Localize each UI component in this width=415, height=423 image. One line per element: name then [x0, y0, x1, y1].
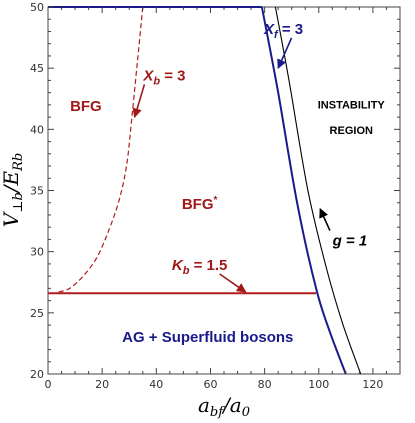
- y-tick-label: 40: [30, 123, 44, 136]
- x-tick-label: 100: [308, 378, 329, 391]
- y-tick-label: 50: [30, 1, 44, 14]
- region-label-bfg: BFG: [70, 98, 102, 115]
- arrow-k-b-1-5: [219, 273, 247, 293]
- y-tick-label: 35: [30, 185, 44, 198]
- annotation-g-1: g = 1: [332, 233, 368, 250]
- region-label-ag-superfluid-bosons: AG + Superfluid bosons: [122, 329, 293, 346]
- curve-x-f-3: [260, 6, 347, 375]
- y-axis-label: V⊥b/ERb: [0, 153, 26, 227]
- annotations-layer: Xf = 3 Xb = 3 Kb = 1.5 g = 1: [132, 21, 368, 293]
- x-tick-label: 20: [95, 378, 109, 391]
- x-tick-label: 40: [149, 378, 163, 391]
- y-tick-label: 20: [30, 368, 44, 381]
- arrow-x-f-3: [277, 37, 293, 70]
- x-tick-label: 120: [362, 378, 383, 391]
- annotation-x-f-3: Xf = 3: [263, 21, 303, 41]
- x-tick-label: 0: [45, 378, 52, 391]
- x-tick-label: 80: [258, 378, 272, 391]
- curve-g-1: [274, 6, 362, 375]
- region-labels-layer: BFG BFG* AG + Superfluid bosons INSTABILITY…: [70, 98, 385, 346]
- curves-layer: [48, 6, 362, 375]
- y-tick-label: 30: [30, 246, 44, 259]
- x-axis-label: abf/a0: [198, 393, 250, 420]
- plot-frame: [47, 6, 401, 375]
- annotation-x-b-3: Xb = 3: [142, 67, 185, 87]
- arrow-x-b-3: [132, 84, 146, 119]
- annotation-k-b-1-5: Kb = 1.5: [172, 257, 228, 277]
- region-label-bfg: BFG*: [182, 195, 218, 213]
- arrow-g-1: [319, 207, 331, 231]
- y-tick-label: 45: [30, 62, 44, 75]
- y-tick-label: 25: [30, 307, 44, 320]
- region-label-region: REGION: [330, 125, 373, 137]
- region-label-instability: INSTABILITY: [318, 100, 386, 112]
- x-tick-label: 60: [203, 378, 217, 391]
- curve-x-b-3: [58, 6, 144, 293]
